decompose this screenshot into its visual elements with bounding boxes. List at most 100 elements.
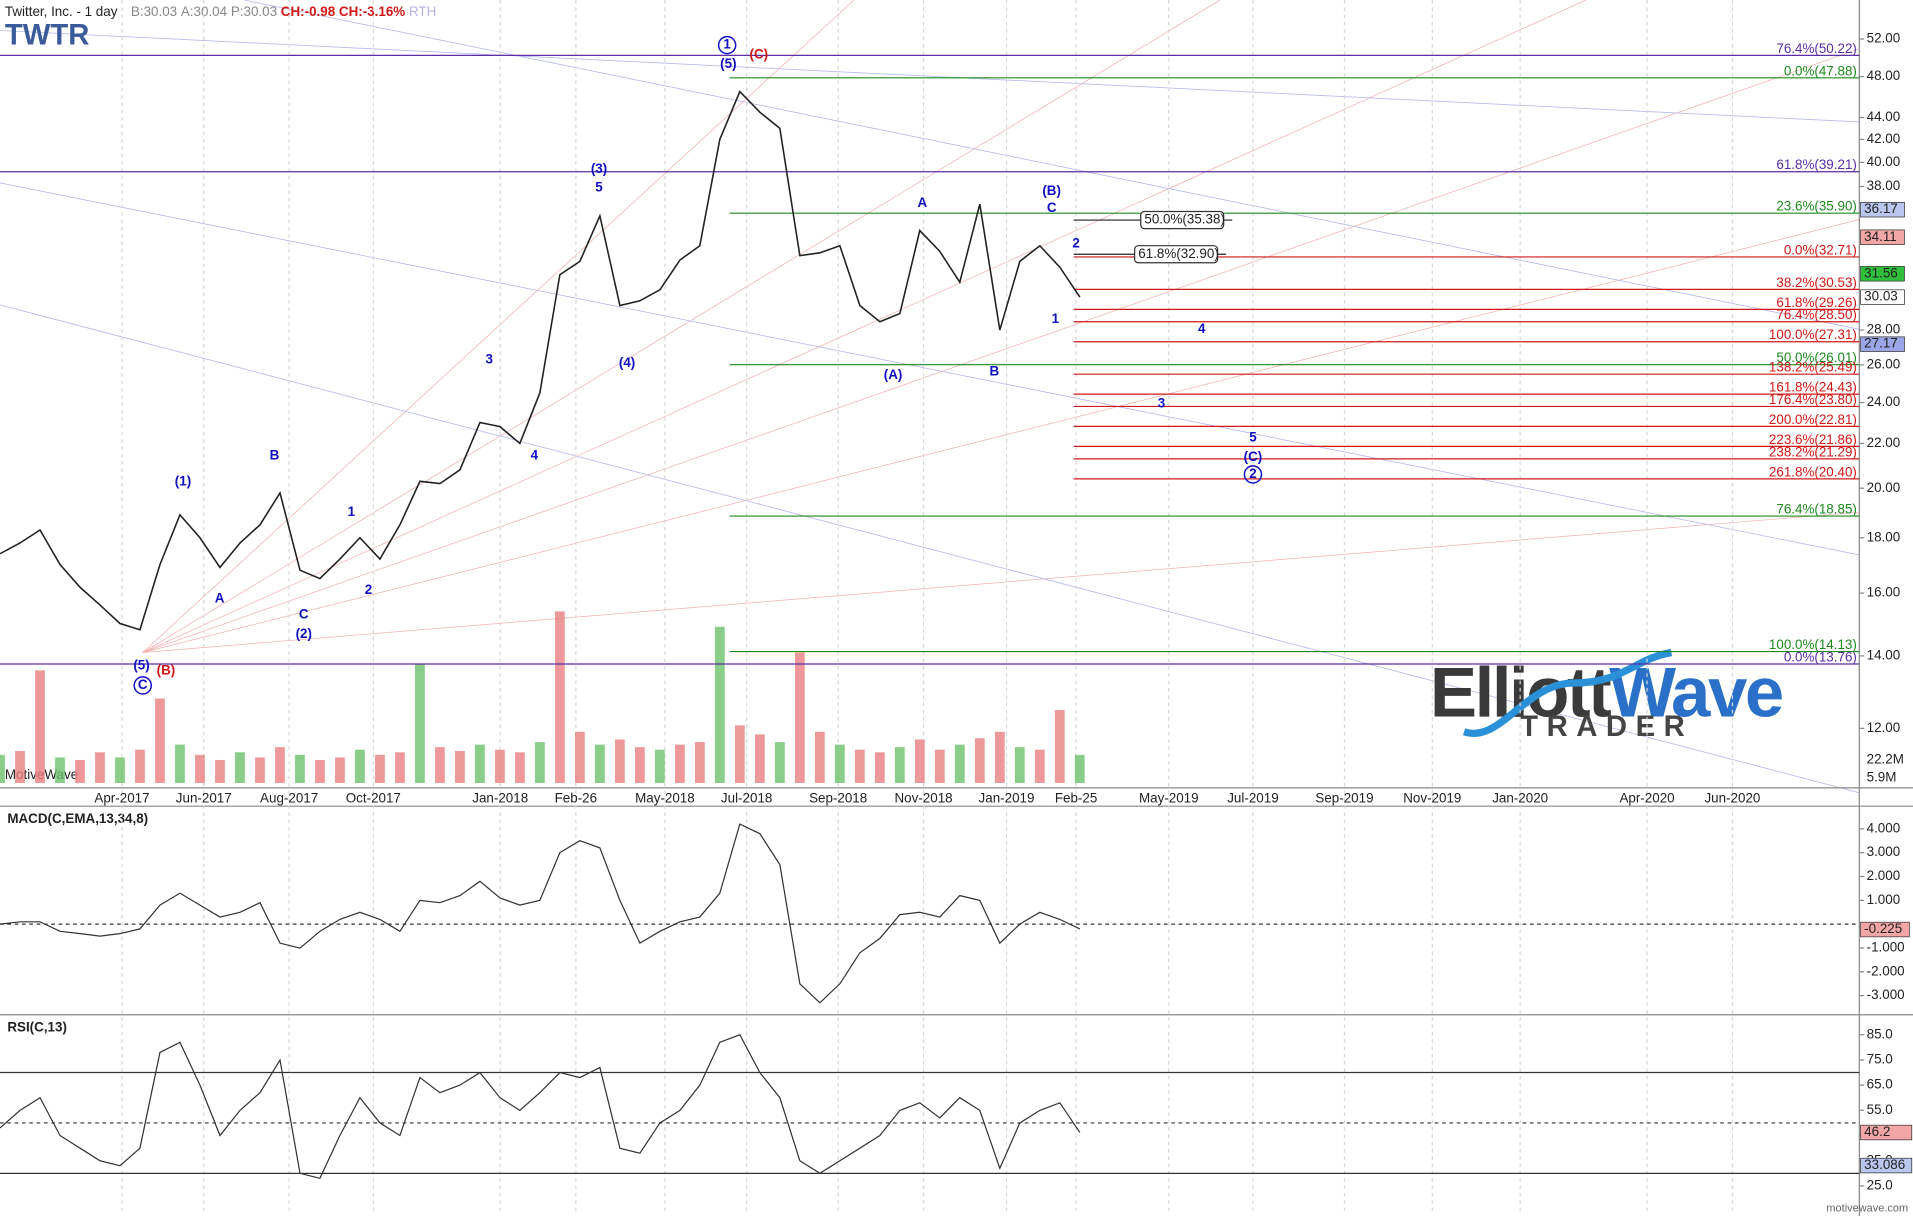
- fib-label: 200.0%(22.81): [1769, 412, 1857, 427]
- x-tick-label: Apr-2020: [1619, 790, 1674, 805]
- volume-axis-label: 5.9M: [1867, 770, 1897, 785]
- volume-bar: [35, 670, 45, 784]
- rsi-current-box: [1860, 1124, 1913, 1141]
- fib-label: 261.8%(20.40): [1769, 464, 1857, 479]
- volume-bar: [255, 757, 265, 784]
- volume-bar: [894, 747, 905, 784]
- volume-bar: [734, 725, 745, 784]
- wave-circle: [717, 35, 737, 55]
- logo-word3: TRADER: [1520, 711, 1693, 743]
- fib-label: 138.2%(25.49): [1769, 360, 1857, 375]
- fib-label: 76.4%(28.50): [1776, 307, 1857, 322]
- volume-bar: [215, 759, 225, 784]
- x-tick-label: Sep-2018: [809, 790, 867, 805]
- rsi-title: RSI(C,13): [7, 1020, 67, 1035]
- y-tick-label: 28.00: [1867, 322, 1901, 337]
- volume-bar: [15, 751, 25, 784]
- volume-bar: [515, 752, 525, 784]
- y-tick-label: 20.00: [1867, 480, 1901, 495]
- volume-bar: [95, 752, 105, 784]
- volume-bar: [475, 744, 485, 784]
- price-marker-box: [1860, 336, 1905, 352]
- volume-bar: [315, 759, 325, 784]
- volume-bar: [974, 738, 985, 784]
- volume-bar: [854, 749, 865, 784]
- wave-label: 5: [1249, 429, 1257, 444]
- wave-label: C: [299, 606, 309, 621]
- y-tick-label: 18.00: [1867, 529, 1901, 544]
- fib-box-label: 50.0%(35.38): [1144, 212, 1225, 227]
- macd-tick-label: -1.000: [1867, 940, 1905, 955]
- fib-label: 238.2%(21.29): [1769, 444, 1857, 459]
- wave-label: (5): [720, 56, 736, 71]
- fib-label: 76.4%(18.85): [1776, 502, 1857, 517]
- macd-line: [0, 823, 1081, 1004]
- rsi-tick-label: 75.0: [1867, 1051, 1893, 1066]
- wave-label: (3): [591, 161, 607, 176]
- header-change-pct: CH:-3.16%: [339, 4, 405, 19]
- fib-label: 0.0%(32.71): [1784, 242, 1857, 257]
- logo-swoosh: [1462, 648, 1673, 738]
- macd-current-label: -0.225: [1864, 921, 1902, 936]
- volume-bar: [495, 749, 505, 784]
- x-tick-label: Jul-2019: [1227, 790, 1278, 805]
- rsi-tick-label: 25.0: [1867, 1177, 1893, 1192]
- volume-bar: [794, 652, 805, 784]
- volume-bar: [634, 747, 645, 784]
- volume-bar: [395, 752, 405, 784]
- x-tick-label: Oct-2017: [346, 790, 401, 805]
- price-marker-box: [1860, 266, 1905, 282]
- fib-label: 100.0%(14.13): [1769, 637, 1857, 652]
- macd-tick-label: 4.000: [1867, 820, 1901, 835]
- x-tick-label: May-2018: [635, 790, 695, 805]
- wave-label: (1): [175, 473, 191, 488]
- price-marker-box: [1860, 289, 1905, 305]
- volume-bar: [874, 752, 885, 784]
- fib-box: [1140, 210, 1225, 230]
- volume-bar: [814, 731, 825, 784]
- volume-axis-label: 22.2M: [1867, 751, 1904, 766]
- price-marker-label: 27.17: [1864, 336, 1898, 351]
- wave-label: 1: [348, 504, 356, 519]
- y-tick-label: 44.00: [1867, 109, 1901, 124]
- fib-label: 61.8%(39.21): [1776, 157, 1857, 172]
- y-tick-label: 12.00: [1867, 720, 1901, 735]
- header-price: P:30.03: [231, 4, 277, 19]
- rsi-tick-label: 85.0: [1867, 1026, 1893, 1041]
- volume-bar: [275, 747, 285, 784]
- wave-label: (A): [884, 367, 903, 382]
- fib-label: 223.6%(21.86): [1769, 432, 1857, 447]
- wave-label: (B): [1042, 183, 1061, 198]
- symbol: TWTR: [5, 19, 90, 51]
- fib-box-label: 61.8%(32.90): [1138, 246, 1219, 261]
- header-ask: A:30.04: [181, 4, 228, 19]
- x-tick-label: Jan-2020: [1492, 790, 1548, 805]
- wave-label: 2: [365, 582, 372, 597]
- y-tick-label: 42.00: [1867, 131, 1901, 146]
- volume-bar: [615, 739, 625, 784]
- wave-label: 3: [1158, 395, 1165, 410]
- price-line: [0, 90, 1081, 631]
- wave-label: (5): [133, 657, 149, 672]
- volume-bar: [0, 754, 5, 784]
- volume-bar: [335, 757, 345, 784]
- macd-tick-label: -3.000: [1867, 987, 1905, 1002]
- price-marker-box: [1860, 201, 1905, 218]
- y-tick-label: 22.00: [1867, 435, 1901, 450]
- rsi-tick-label: 55.0: [1867, 1102, 1893, 1117]
- volume-bar: [235, 752, 245, 784]
- price-marker-label: 36.17: [1864, 201, 1898, 216]
- wave-label: 2: [1249, 466, 1256, 481]
- fib-label: 100.0%(27.31): [1769, 327, 1857, 342]
- volume-bar: [575, 731, 585, 784]
- wave-label: (2): [296, 626, 312, 641]
- fan-lines: [142, 0, 1860, 653]
- price-marker-label: 31.56: [1864, 265, 1898, 280]
- macd-tick-label: 2.000: [1867, 868, 1901, 883]
- volume-bar: [914, 739, 925, 784]
- rsi-current-label: 33.086: [1864, 1157, 1905, 1172]
- volume-bar: [595, 744, 605, 784]
- x-tick-label: May-2019: [1139, 790, 1199, 805]
- volume-bar: [435, 747, 445, 784]
- x-tick-label: Apr-2017: [94, 790, 149, 805]
